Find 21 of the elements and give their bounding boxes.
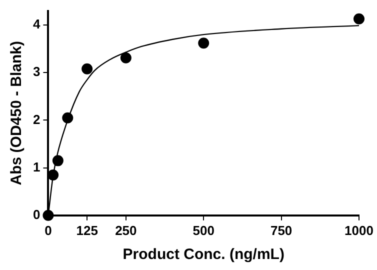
point [120,52,132,64]
point [62,112,74,124]
y-tick-label: 2 [32,112,40,127]
y-tick-label: 1 [32,159,40,174]
y-tick-label: 0 [32,206,40,222]
point [82,63,93,74]
point [354,13,364,24]
y-tick-label: 4 [32,16,41,32]
x-axis-title: Product Conc. (ng/mL) [122,246,284,264]
x-tick-label: 500 [192,222,214,238]
point [52,155,64,166]
point [48,169,59,180]
point [42,210,54,221]
point [198,38,210,49]
x-tick-label: 125 [76,222,98,238]
y-tick-label: 3 [32,64,40,80]
x-tick-label: 1000 [344,222,374,238]
x-tick-label: 250 [115,222,137,238]
y-axis-title: Abs (OD450 - Blank) [8,40,26,186]
x-tick-label: 0 [44,222,52,238]
x-tick-label: 750 [270,222,292,238]
